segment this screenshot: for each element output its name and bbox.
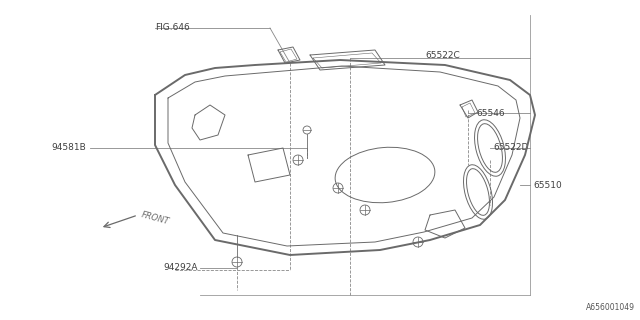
Text: A656001049: A656001049 (586, 303, 635, 312)
Text: 65522D: 65522D (493, 143, 529, 153)
Text: 94581B: 94581B (51, 143, 86, 153)
Text: 65546: 65546 (476, 108, 504, 117)
Text: 65510: 65510 (533, 180, 562, 189)
Text: 94292A: 94292A (163, 263, 198, 273)
Text: 65522C: 65522C (425, 52, 460, 60)
Text: FRONT: FRONT (140, 210, 170, 226)
Text: FIG.646: FIG.646 (155, 23, 189, 33)
